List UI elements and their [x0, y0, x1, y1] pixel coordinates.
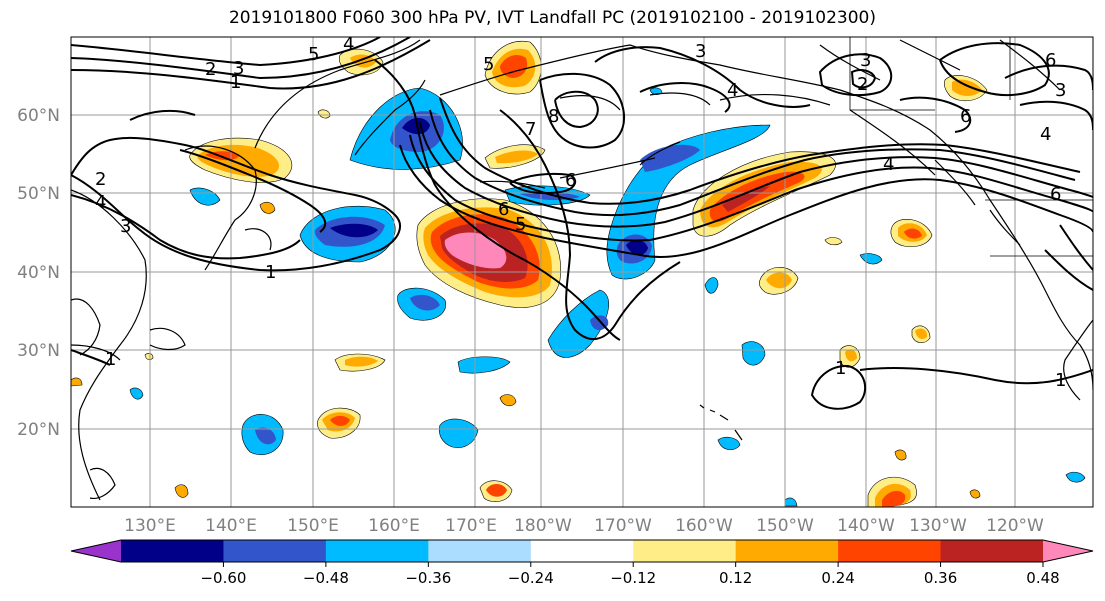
contour-label: 5	[308, 44, 319, 65]
contour-label: 5	[515, 214, 526, 235]
contour-label: 1	[105, 349, 116, 370]
colorbar-tick-label: 0.48	[1026, 569, 1059, 587]
coastlines	[71, 39, 1093, 501]
colorbar-tick-label: 0.24	[821, 569, 854, 587]
contour-label: 4	[727, 80, 738, 101]
colorbar-tick-label: 0.12	[719, 569, 752, 587]
colorbar-segment	[325, 540, 429, 562]
colorbar-tick-label: −0.36	[405, 569, 451, 587]
lon-label: 130°E	[124, 516, 176, 536]
lat-label: 20°N	[17, 420, 60, 440]
colorbar: −0.60 −0.48 −0.36 −0.24 −0.12 0.12 0.24 0.36 0.4…	[70, 539, 1094, 587]
lon-label: 120°W	[986, 516, 1044, 536]
contour-labels: 5 4 3 2 1 7 8 6 5 3 4 3 2 6 3 6 4 2 4 3 …	[95, 34, 1066, 391]
colorbar-segment	[223, 540, 327, 562]
lon-label: 130°W	[909, 516, 967, 536]
contour-label: 2	[95, 169, 106, 190]
contour-label: 3	[120, 216, 131, 237]
latitude-labels: 60°N 50°N 40°N 30°N 20°N	[17, 106, 60, 440]
political-borders	[849, 37, 1093, 257]
contour-label: 2	[857, 74, 868, 95]
positive-anomaly-patches	[71, 40, 988, 507]
colorbar-segment	[530, 540, 634, 562]
colorbar-extend-max	[1043, 540, 1093, 562]
contour-label: 6	[498, 199, 509, 220]
contour-label: 1	[1055, 370, 1066, 391]
lon-label: 150°E	[287, 516, 339, 536]
contour-label: 4	[343, 34, 354, 55]
lat-label: 40°N	[17, 263, 60, 283]
graticule	[71, 37, 1093, 507]
contour-label: 8	[548, 106, 559, 127]
colorbar-outline	[70, 539, 1094, 563]
contour-label: 1	[265, 262, 276, 283]
contour-label: 7	[525, 119, 536, 140]
colorbar-segment	[838, 540, 942, 562]
contour-label: 1	[835, 358, 846, 379]
contour-label: 5	[483, 54, 494, 75]
contour-label: 4	[883, 154, 894, 175]
colorbar-tick-label: −0.60	[200, 569, 246, 587]
lat-label: 30°N	[17, 341, 60, 361]
contour-label: 4	[1040, 124, 1051, 145]
pv-contours-thin	[71, 344, 121, 361]
lon-label: 170°E	[445, 516, 497, 536]
contour-label: 2	[205, 59, 216, 80]
longitude-labels: 130°E 140°E 150°E 160°E 170°E 180°W 170°…	[124, 516, 1044, 536]
colorbar-tick-label: −0.12	[610, 569, 656, 587]
colorbar-segment	[428, 540, 532, 562]
colorbar-tick-label: −0.24	[508, 569, 554, 587]
contour-label: 3	[1055, 80, 1066, 101]
pv-anomaly-fill	[71, 40, 1086, 507]
contour-label: 6	[565, 170, 576, 191]
contour-label: 4	[95, 192, 106, 213]
lon-label: 160°W	[675, 516, 733, 536]
lon-label: 140°E	[205, 516, 257, 536]
contour-label: 3	[233, 58, 244, 79]
pv-contours	[71, 37, 1093, 410]
contour-label: 1	[230, 72, 241, 93]
lon-label: 180°W	[514, 516, 572, 536]
colorbar-segment	[121, 540, 224, 562]
contour-label: 6	[1045, 50, 1056, 71]
lat-label: 50°N	[17, 184, 60, 204]
map-frame	[70, 36, 1094, 508]
lon-label: 160°E	[368, 516, 420, 536]
lat-label: 60°N	[17, 106, 60, 126]
lon-label: 170°W	[594, 516, 652, 536]
contour-label: 6	[960, 106, 971, 127]
map-title: 2019101800 F060 300 hPa PV, IVT Landfall…	[228, 8, 876, 28]
contour-label: 6	[1050, 184, 1061, 205]
colorbar-segment	[735, 540, 839, 562]
lon-label: 140°W	[837, 516, 895, 536]
colorbar-segment	[633, 540, 737, 562]
contour-label: 3	[860, 50, 871, 71]
contour-label: 3	[695, 41, 706, 62]
colorbar-segment	[940, 540, 1044, 562]
colorbar-tick-label: −0.48	[303, 569, 349, 587]
colorbar-tick-label: 0.36	[924, 569, 957, 587]
colorbar-extend-min	[71, 540, 121, 562]
lon-label: 150°W	[756, 516, 814, 536]
